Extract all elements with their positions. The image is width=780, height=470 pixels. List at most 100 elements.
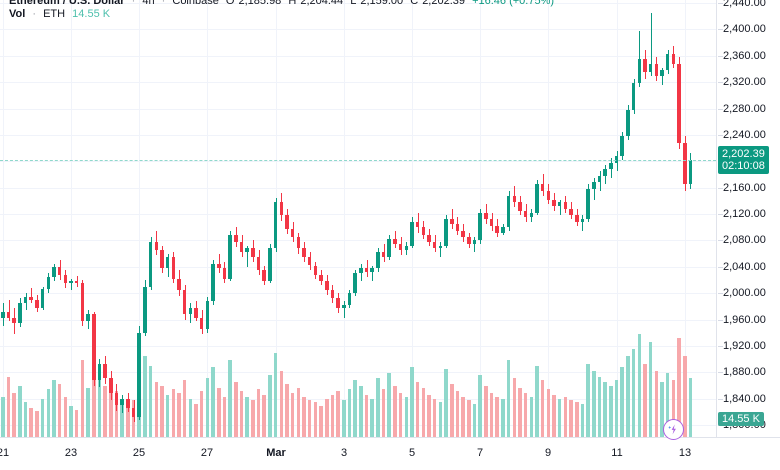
legend-symbol-row: Ethereum / U.S. Dollar · 4h · Coinbase O… xyxy=(9,0,558,8)
candle-body xyxy=(245,248,249,253)
volume-bar xyxy=(563,396,568,437)
volume-bar xyxy=(512,378,517,437)
candle-body xyxy=(131,407,136,418)
candle-body xyxy=(489,219,494,226)
candle-body xyxy=(165,256,170,269)
volume-bar xyxy=(501,398,505,437)
candle-body xyxy=(126,398,130,408)
volume-bar xyxy=(427,394,431,437)
candle-wick xyxy=(440,241,441,257)
time-axis-label: 25 xyxy=(132,447,146,459)
volume-bar xyxy=(370,398,374,437)
volume-bar xyxy=(597,376,602,437)
volume-bar xyxy=(177,393,181,437)
volume-bar xyxy=(376,378,380,437)
legend-exchange[interactable]: Coinbase xyxy=(172,0,219,7)
candle-body xyxy=(444,219,448,246)
volume-bar xyxy=(296,387,301,437)
volume-bar xyxy=(342,400,346,437)
candle-body xyxy=(484,212,488,220)
chart-plot-area[interactable] xyxy=(0,0,716,437)
gridline-horizontal xyxy=(0,161,716,163)
last-price-line xyxy=(0,159,716,161)
volume-bar xyxy=(665,372,670,437)
volume-bar xyxy=(523,393,528,437)
candle-body xyxy=(46,276,51,290)
candle-body xyxy=(228,235,232,279)
volume-bar xyxy=(35,411,39,437)
gridline-vertical xyxy=(207,0,208,437)
gridline-vertical xyxy=(617,0,618,437)
candle-body xyxy=(273,202,278,249)
legend-symbol[interactable]: Ethereum / U.S. Dollar xyxy=(9,0,125,7)
candle-body xyxy=(143,286,147,333)
volume-bar xyxy=(12,393,16,437)
candle-body xyxy=(319,274,323,282)
candle-body xyxy=(353,273,357,294)
candle-body xyxy=(677,63,681,143)
candle-body xyxy=(29,296,33,300)
volume-bar xyxy=(432,398,437,437)
volume-bar xyxy=(251,400,255,437)
legend-open-value: 2,185.98 xyxy=(238,0,282,7)
ai-sparkle-icon[interactable] xyxy=(663,419,685,440)
volume-bar xyxy=(114,391,119,437)
candle-body xyxy=(290,228,295,238)
gridline-horizontal xyxy=(0,293,716,295)
price-axis-label: 2,280.00 xyxy=(718,103,766,115)
candle-body xyxy=(381,252,386,257)
legend-volume-label[interactable]: Vol xyxy=(9,8,26,20)
price-axis-label: 2,080.00 xyxy=(718,234,766,246)
candle-body xyxy=(12,317,16,323)
price-axis[interactable]: 2,440.00 2,400.00 2,360.00 2,320.00 2,280.00… xyxy=(716,0,780,437)
candle-body xyxy=(364,268,369,273)
candle-body xyxy=(421,227,426,236)
price-axis-label: 2,240.00 xyxy=(718,129,766,141)
volume-bar xyxy=(398,393,403,437)
candle-wick xyxy=(560,199,561,216)
volume-bar xyxy=(637,334,642,437)
volume-bar xyxy=(688,378,693,437)
price-axis-label: 2,360.00 xyxy=(718,50,766,62)
gridline-horizontal xyxy=(0,425,716,427)
volume-bar xyxy=(18,385,22,437)
volume-bar xyxy=(234,382,238,437)
volume-bar xyxy=(421,387,426,437)
legend-interval[interactable]: 4h xyxy=(142,0,155,7)
gridline-vertical xyxy=(685,0,686,437)
candle-body xyxy=(330,289,335,299)
candle-body xyxy=(620,136,624,156)
volume-bar xyxy=(518,387,522,437)
candle-body xyxy=(569,208,573,216)
volume-bar xyxy=(415,382,420,437)
volume-bar xyxy=(682,356,687,437)
candle-body xyxy=(665,54,670,71)
volume-bar xyxy=(529,396,534,437)
candle-body xyxy=(671,54,676,64)
volume-bar xyxy=(319,405,323,437)
volume-bar xyxy=(74,409,79,437)
gridline-horizontal xyxy=(0,29,716,31)
volume-badge[interactable]: 14.55 K xyxy=(718,412,764,426)
candle-body xyxy=(438,245,443,249)
legend-change: +16.46 (+0.75%) xyxy=(472,0,555,7)
volume-bar xyxy=(353,380,357,437)
candle-body xyxy=(631,83,636,110)
candle-body xyxy=(199,318,204,330)
time-axis-label: Mar xyxy=(266,447,286,459)
candle-body xyxy=(529,212,534,218)
candle-body xyxy=(92,314,96,381)
volume-bar xyxy=(450,383,454,437)
volume-bar xyxy=(171,389,176,437)
time-axis[interactable]: 21 23 25 27 Mar 3 5 7 9 11 13 xyxy=(0,437,780,470)
gridline-horizontal xyxy=(0,55,716,57)
candle-body xyxy=(177,278,181,290)
price-axis-label: 1,960.00 xyxy=(718,314,766,326)
candle-body xyxy=(580,219,585,222)
gridline-horizontal xyxy=(0,2,716,4)
legend-volume-symbol: ETH xyxy=(43,8,66,20)
candle-body xyxy=(467,237,471,244)
last-price-badge[interactable]: 2,202.39 02:10:08 xyxy=(718,145,769,174)
legend-close-value: 2,202.39 xyxy=(422,0,466,7)
